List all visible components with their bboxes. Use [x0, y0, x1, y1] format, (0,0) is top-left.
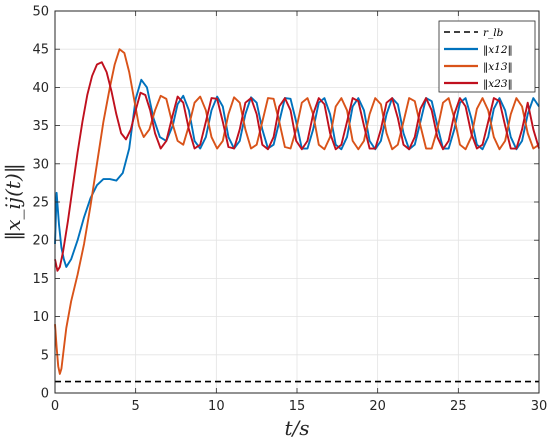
- legend-box: [438, 20, 536, 93]
- legend-label-1: ‖x12‖: [483, 44, 513, 57]
- x-tick-label: 5: [132, 399, 140, 414]
- x-tick-label: 30: [531, 399, 548, 414]
- x-axis-label: t/s: [284, 416, 309, 440]
- series-line-1: [54, 78, 540, 268]
- y-tick-label: 5: [41, 348, 49, 363]
- y-tick-label: 25: [32, 196, 49, 211]
- y-tick-label: 20: [32, 234, 49, 249]
- legend-label-2: ‖x13‖: [483, 61, 513, 74]
- legend-label-3: ‖x23‖: [483, 78, 513, 91]
- tick-labels: 0 5 10 15 20 25 30 0 5 10 15 20 25 30 35 40 45 50: [32, 5, 547, 415]
- y-tick-label: 10: [32, 310, 49, 325]
- x-tick-label: 20: [369, 399, 386, 414]
- y-tick-label: 45: [32, 43, 49, 58]
- y-tick-label: 30: [32, 157, 49, 172]
- x-tick-label: 10: [208, 399, 225, 414]
- x-tick-label: 15: [289, 399, 306, 414]
- x-tick-label: 25: [450, 399, 467, 414]
- y-tick-label: 0: [41, 387, 49, 402]
- series-line-3: [54, 61, 540, 272]
- y-tick-label: 15: [32, 272, 49, 287]
- series-layer: [54, 48, 540, 383]
- x-tick-label: 0: [51, 399, 59, 414]
- y-tick-label: 50: [32, 5, 49, 20]
- legend-label-0: r_lb: [483, 27, 504, 39]
- y-tick-label: 35: [32, 119, 49, 134]
- y-axis-label: ‖x_ij(t)‖: [1, 163, 26, 241]
- y-tick-label: 40: [32, 81, 49, 96]
- legend: r_lb ‖x12‖ ‖x13‖ ‖x23‖: [438, 20, 536, 93]
